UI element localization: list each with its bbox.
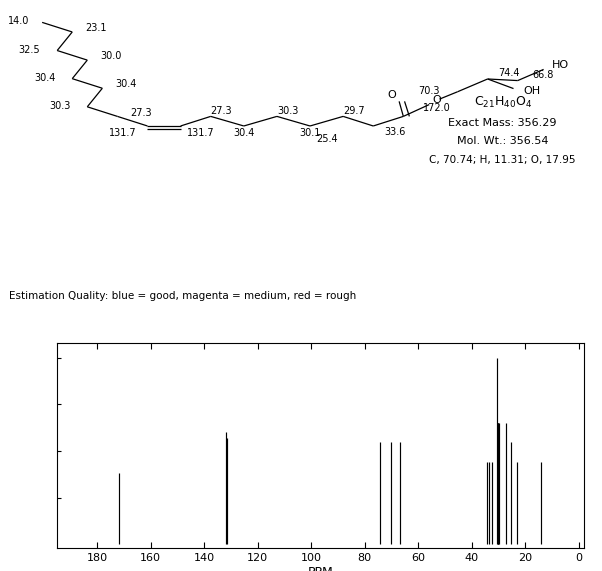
Text: 30.1: 30.1 — [299, 128, 321, 138]
Text: Exact Mass: 356.29: Exact Mass: 356.29 — [448, 118, 557, 128]
X-axis label: PPM: PPM — [308, 566, 334, 571]
Text: 29.7: 29.7 — [343, 106, 365, 116]
Text: 30.4: 30.4 — [233, 128, 255, 138]
Text: 30.3: 30.3 — [49, 101, 70, 111]
Text: 131.7: 131.7 — [187, 128, 214, 138]
Text: HO: HO — [551, 60, 568, 70]
Text: 30.3: 30.3 — [277, 106, 299, 116]
Text: 30.4: 30.4 — [34, 73, 55, 83]
Text: 74.4: 74.4 — [498, 68, 520, 78]
Text: 70.3: 70.3 — [418, 86, 439, 96]
Text: 66.8: 66.8 — [533, 70, 554, 80]
Text: 27.3: 27.3 — [131, 107, 152, 118]
Text: 25.4: 25.4 — [316, 134, 338, 144]
Text: 32.5: 32.5 — [19, 45, 40, 55]
Text: 14.0: 14.0 — [7, 16, 29, 26]
Text: 27.3: 27.3 — [211, 106, 232, 116]
Text: 131.7: 131.7 — [109, 128, 137, 138]
Text: C, 70.74; H, 11.31; O, 17.95: C, 70.74; H, 11.31; O, 17.95 — [429, 155, 576, 165]
Text: 30.0: 30.0 — [101, 51, 122, 61]
Text: O: O — [387, 90, 396, 100]
Text: C$_{21}$H$_{40}$O$_{4}$: C$_{21}$H$_{40}$O$_{4}$ — [474, 95, 532, 110]
Text: OH: OH — [524, 86, 541, 96]
Text: Estimation Quality: blue = good, magenta = medium, red = rough: Estimation Quality: blue = good, magenta… — [9, 291, 356, 300]
Text: Mol. Wt.: 356.54: Mol. Wt.: 356.54 — [457, 136, 548, 146]
Text: 23.1: 23.1 — [85, 23, 107, 33]
Text: 33.6: 33.6 — [384, 127, 406, 136]
Text: 172.0: 172.0 — [423, 103, 451, 114]
Text: 30.4: 30.4 — [116, 79, 137, 90]
Text: O: O — [433, 95, 441, 106]
